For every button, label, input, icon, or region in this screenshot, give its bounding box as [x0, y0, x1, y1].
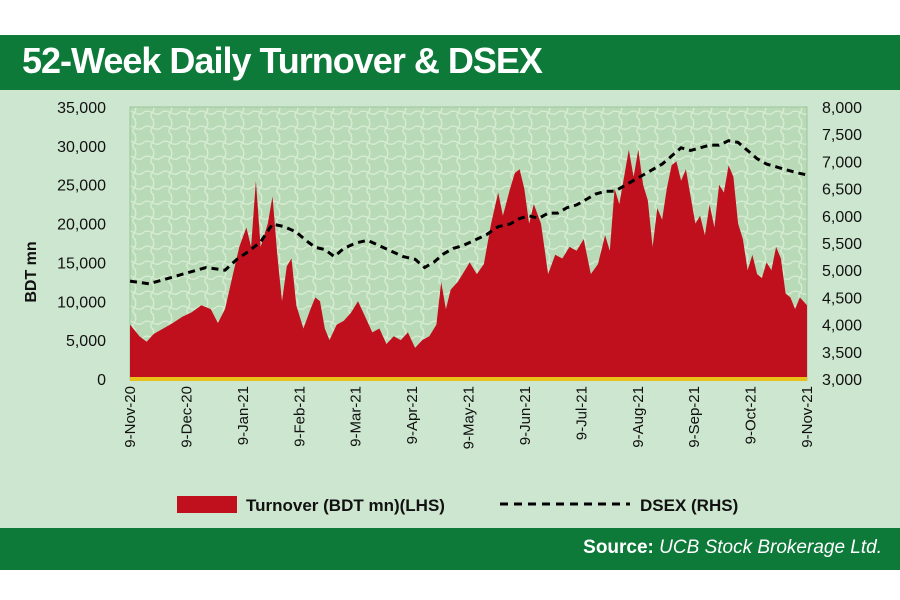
y-right-tick-label: 5,000	[822, 263, 862, 280]
dsex-line	[129, 139, 808, 286]
y-right-tick-label: 3,000	[822, 372, 862, 389]
y-left-tick-label: 10,000	[57, 294, 106, 311]
x-tick-label: 9-May-21	[461, 386, 478, 449]
x-tick-label: 9-Oct-21	[743, 386, 760, 444]
x-tick-label: 9-Nov-20	[122, 386, 139, 448]
legend-turnover-swatch	[177, 496, 237, 513]
y-left-tick-label: 35,000	[57, 100, 106, 117]
y-right-tick-label: 7,500	[822, 127, 862, 144]
source-bar	[0, 528, 900, 570]
chart-title: 52-Week Daily Turnover & DSEX	[22, 40, 543, 81]
x-tick-label: 9-Sep-21	[686, 386, 703, 448]
x-tick-label: 9-Feb-21	[291, 386, 308, 447]
chart-svg: 0 5,000 10,000 15,000 20,000 25,000 30,000 35,0…	[23, 100, 862, 515]
y-right-tick-label: 8,000	[822, 100, 862, 117]
y-right-tick-label: 6,000	[822, 209, 862, 226]
source-label: Source:	[583, 537, 654, 558]
x-tick-label: 9-Nov-21	[799, 386, 816, 448]
legend-turnover-label: Turnover (BDT mn)(LHS)	[246, 496, 445, 515]
y-left-tick-label: 30,000	[57, 139, 106, 156]
y-right-tick-label: 4,000	[822, 318, 862, 335]
y-left-tick-label: 0	[97, 372, 106, 389]
y-left-tick-label: 5,000	[66, 333, 106, 350]
y-left-tick-label: 25,000	[57, 178, 106, 195]
x-tick-label: 9-Apr-21	[404, 386, 421, 444]
y-left-tick-label: 20,000	[57, 217, 106, 234]
source-line: Source: UCB Stock Brokerage Ltd.	[583, 537, 882, 559]
x-tick-label: 9-Mar-21	[348, 386, 365, 447]
y-right-tick-label: 7,000	[822, 154, 862, 171]
y-right-tick-label: 5,500	[822, 236, 862, 253]
y-axis-left-label: BDT mn	[23, 241, 40, 302]
title-bar	[0, 35, 900, 90]
x-tick-label: 9-Jan-21	[235, 386, 252, 445]
x-tick-label: 9-Aug-21	[630, 386, 647, 448]
legend-dsex-label: DSEX (RHS)	[640, 496, 738, 515]
x-tick-label: 9-Jun-21	[517, 386, 534, 445]
y-left-tick-label: 15,000	[57, 255, 106, 272]
x-tick-label: 9-Dec-20	[178, 386, 195, 448]
x-tick-label: 9-Jul-21	[573, 386, 590, 440]
y-right-tick-label: 4,500	[822, 290, 862, 307]
turnover-area	[130, 149, 807, 379]
source-text: UCB Stock Brokerage Ltd.	[653, 537, 882, 558]
y-right-tick-label: 3,500	[822, 345, 862, 362]
y-right-tick-label: 6,500	[822, 182, 862, 199]
